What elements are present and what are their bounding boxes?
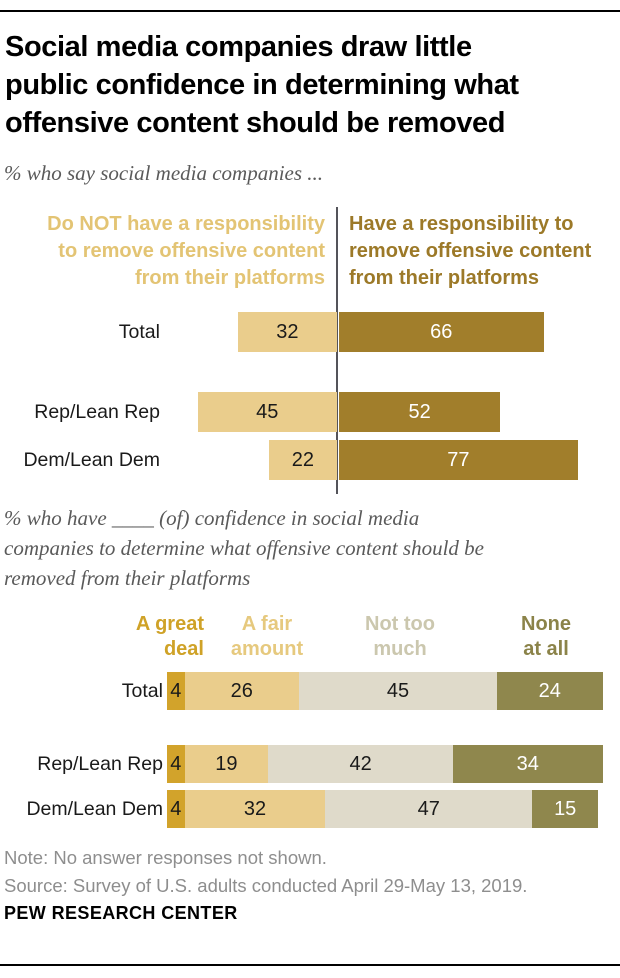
bar-value-label: 66 [430,321,453,343]
bar-segment: 45 [197,392,337,432]
legend-a-great-deal: A great deal [135,613,204,660]
bar-segment: 47 [325,790,533,828]
bar-segment: 45 [299,672,497,710]
row-label: Rep/Lean Rep [37,753,163,775]
bar-segment: 77 [339,440,578,480]
bar-value-label: 4 [170,798,182,820]
bar-segment: 34 [453,745,603,783]
column-header-no-responsibility: Do NOT have a responsibility to remove o… [47,213,325,289]
bar-value-label: 32 [243,798,267,820]
bar-value-label: 47 [417,798,440,820]
legend-not-too-much: Not too much [365,613,435,660]
bar-segment: 66 [339,312,544,352]
chart-responsibility: Do NOT have a responsibility to remove o… [0,205,620,501]
bar-value-label: 77 [447,449,470,471]
bar-value-label: 4 [170,680,182,702]
bar-value-label: 45 [386,680,410,702]
chart1-subtitle: % who say social media companies ... [4,161,324,185]
chart-confidence: A great deal A fair amount Not too much … [0,605,620,841]
bar-segment: 22 [268,440,337,480]
bar-value-label: 15 [554,798,577,820]
page-title: Social media companies draw little publi… [5,31,519,139]
bar-segment: 4 [167,745,185,783]
bar-segment: 4 [167,672,185,710]
row-label: Rep/Lean Rep [34,401,160,423]
bottom-rule [0,964,620,966]
bar-value-label: 42 [349,753,372,775]
row-label: Dem/Lean Dem [26,798,163,820]
top-rule [0,10,620,12]
note-block: Note: No answer responses not shown. Sou… [4,844,527,899]
bar-segment: 42 [268,745,453,783]
center-axis-line [336,207,338,494]
bar-segment: 52 [339,392,501,432]
bar-value-label: 26 [230,680,253,702]
bar-value-label: 34 [516,753,539,775]
bar-segment: 32 [184,790,326,828]
bar-value-label: 24 [538,680,561,702]
bar-segment: 24 [497,672,603,710]
footer-brand: PEW RESEARCH CENTER [4,903,238,923]
bar-segment: 32 [237,312,337,352]
bar-segment: 26 [184,672,299,710]
row-label: Total [118,321,160,343]
bar-segment: 19 [184,745,269,783]
legend-none-at-all: None at all [521,613,571,660]
source-text: Source: Survey of U.S. adults conducted … [4,874,528,896]
note-text: Note: No answer responses not shown. [4,847,327,868]
chart2-subtitle: % who have ____ (of) confidence in socia… [4,506,484,590]
bar-value-label: 4 [170,753,182,775]
bar-segment: 15 [532,790,599,828]
row-label: Dem/Lean Dem [23,449,160,471]
bar-value-label: 19 [215,753,238,775]
legend-a-fair-amount: A fair amount [230,613,304,660]
bar-value-label: 22 [291,449,315,471]
row-label: Total [121,680,163,702]
bar-value-label: 45 [256,401,279,423]
column-header-have-responsibility: Have a responsibility to remove offensiv… [349,213,592,289]
bar-segment: 4 [167,790,185,828]
bar-value-label: 52 [408,401,431,423]
bar-value-label: 32 [276,321,299,343]
